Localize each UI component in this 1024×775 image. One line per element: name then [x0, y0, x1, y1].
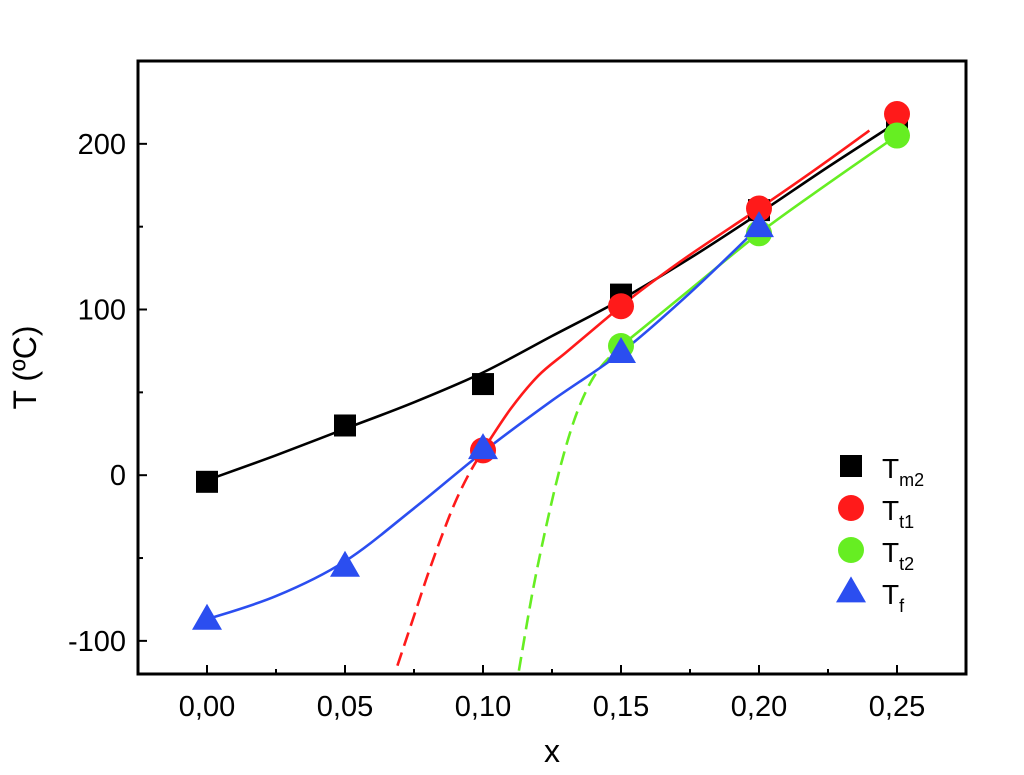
point-f: [468, 433, 498, 460]
data-markers: [192, 101, 910, 630]
legend-marker-t2: [838, 537, 864, 563]
point-f: [744, 211, 774, 238]
point-t1: [746, 195, 772, 222]
legend-marker-f: [836, 576, 866, 603]
y-tick-label: 0: [110, 460, 126, 492]
x-tick-label: 0,00: [179, 691, 235, 723]
legend-label-t2: Tt2: [882, 537, 914, 574]
axis-ticks: [138, 60, 898, 674]
x-tick-label: 0,05: [317, 691, 373, 723]
x-tick-label: 0,25: [869, 691, 925, 723]
y-tick-label: -100: [68, 626, 126, 658]
point-m2: [334, 414, 356, 437]
y-tick-label: 200: [78, 129, 126, 161]
point-t1: [884, 101, 910, 128]
point-f: [606, 336, 636, 363]
y-tick-label: 100: [78, 295, 126, 327]
fit-curve-t1-dashed: [396, 449, 485, 667]
point-t1: [608, 293, 634, 320]
point-f: [330, 550, 360, 577]
x-axis-title: x: [544, 733, 560, 769]
point-f: [192, 603, 222, 630]
legend-marker-m2: [840, 455, 862, 477]
y-axis-title: T (ºC): [7, 326, 43, 410]
x-tick-label: 0,15: [593, 691, 649, 723]
x-tick-label: 0,20: [731, 691, 787, 723]
point-t2: [884, 122, 910, 149]
point-m2: [472, 373, 494, 396]
fit-curve-m2: [206, 121, 898, 482]
x-tick-label: 0,10: [455, 691, 511, 723]
tick-labels: 0,00 0,05 0,10 0,15 0,20 0,25 -100 0 100 200: [68, 129, 925, 723]
point-m2: [196, 470, 218, 493]
legend-marker-t1: [838, 495, 864, 521]
